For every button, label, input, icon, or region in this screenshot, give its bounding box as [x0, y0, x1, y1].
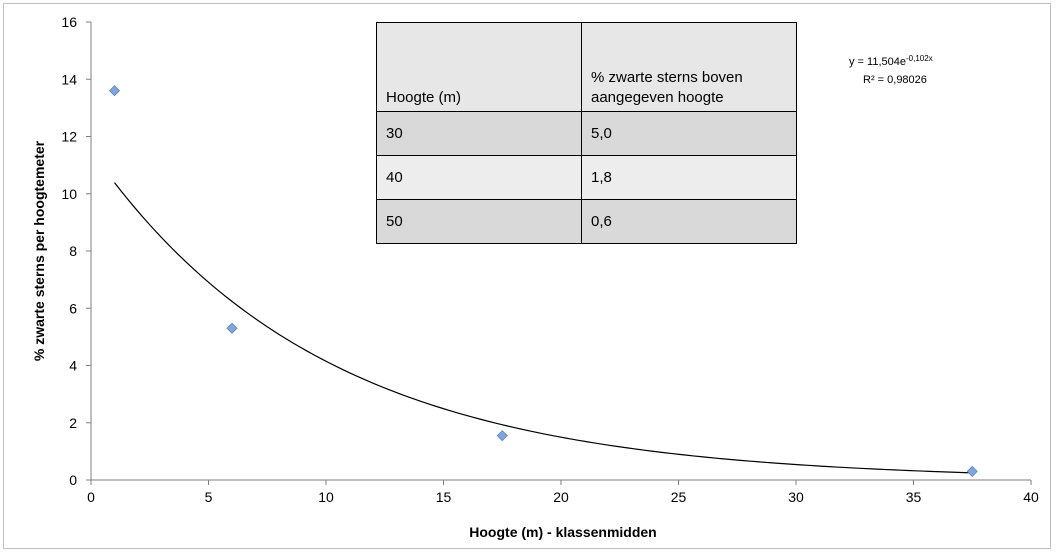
equation-exponent: -0,102x	[906, 54, 933, 63]
table-cell: 40	[376, 155, 582, 200]
table-row: 50 0,6	[376, 199, 797, 244]
table-cell: 0,6	[581, 199, 797, 244]
x-tick-label: 0	[87, 489, 95, 505]
r-squared-label: R² = 0,98026	[863, 74, 927, 86]
y-tick-label: 10	[61, 186, 77, 202]
data-points	[108, 85, 978, 477]
data-table: Hoogte (m) % zwarte sterns boven aangege…	[376, 22, 797, 244]
data-point	[966, 465, 978, 477]
tick-labels: 0 5 10 15 20 25 30 35 40 0 2 4 6 8 10 12 14 16	[61, 14, 1039, 505]
table-header-cell: Hoogte (m)	[376, 22, 582, 112]
x-tick-label: 40	[1023, 489, 1039, 505]
x-tick-label: 15	[436, 489, 452, 505]
x-tick-label: 5	[205, 489, 213, 505]
x-tick-label: 25	[671, 489, 687, 505]
table-cell: 30	[376, 111, 582, 156]
trendline-equation: y = 11,504e-0,102x	[849, 54, 933, 68]
y-tick-label: 14	[61, 71, 77, 87]
axes	[86, 21, 1032, 485]
table-row: 30 5,0	[376, 111, 797, 156]
table-cell: 50	[376, 199, 582, 244]
y-tick-label: 2	[69, 415, 77, 431]
y-tick-label: 8	[69, 243, 77, 259]
table-header-row: Hoogte (m) % zwarte sterns boven aangege…	[376, 22, 797, 112]
table-cell: 1,8	[581, 155, 797, 200]
x-tick-label: 35	[906, 489, 922, 505]
trendline	[114, 182, 973, 474]
y-tick-label: 0	[69, 472, 77, 488]
x-tick-label: 10	[318, 489, 334, 505]
data-point	[108, 85, 121, 97]
table-header-cell: % zwarte sterns boven aangegeven hoogte	[581, 22, 797, 112]
y-tick-label: 16	[61, 14, 77, 30]
data-point	[226, 322, 238, 334]
y-tick-label: 4	[69, 358, 77, 374]
table-row: 40 1,8	[376, 155, 797, 200]
equation-main: y = 11,504e	[849, 56, 906, 68]
data-point	[496, 430, 508, 442]
x-tick-label: 30	[788, 489, 804, 505]
y-axis-title: % zwarte sterns per hoogtemeter	[31, 140, 47, 361]
x-tick-label: 20	[553, 489, 569, 505]
x-axis-title: Hoogte (m) - klassenmidden	[469, 524, 656, 540]
y-tick-label: 12	[61, 129, 77, 145]
table-cell: 5,0	[581, 111, 797, 156]
y-tick-label: 6	[69, 300, 77, 316]
